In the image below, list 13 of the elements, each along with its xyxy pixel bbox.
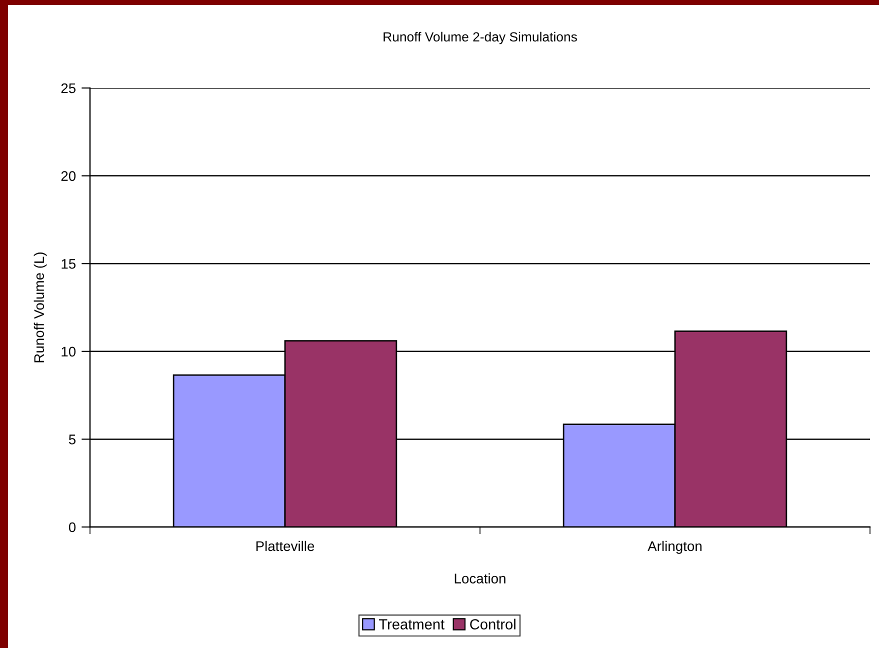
y-tick-label: 15: [62, 259, 76, 269]
x-axis-title: Location: [454, 573, 506, 584]
y-tick-label: 5: [68, 434, 76, 444]
legend-label: Treatment: [378, 619, 444, 630]
y-tick-label: 10: [62, 346, 76, 357]
legend-label: Control: [470, 618, 516, 630]
x-tick-label: Arlington: [648, 540, 702, 554]
y-tick-label: 0: [68, 522, 76, 532]
chart-title: Runoff Volume 2-day Simulations: [384, 32, 577, 44]
x-tick-label: Platteville: [256, 540, 314, 552]
y-axis-title: Runoff Volume (L): [34, 252, 47, 362]
y-tick-label: 25: [61, 83, 76, 94]
y-tick-label: 20: [61, 171, 76, 181]
